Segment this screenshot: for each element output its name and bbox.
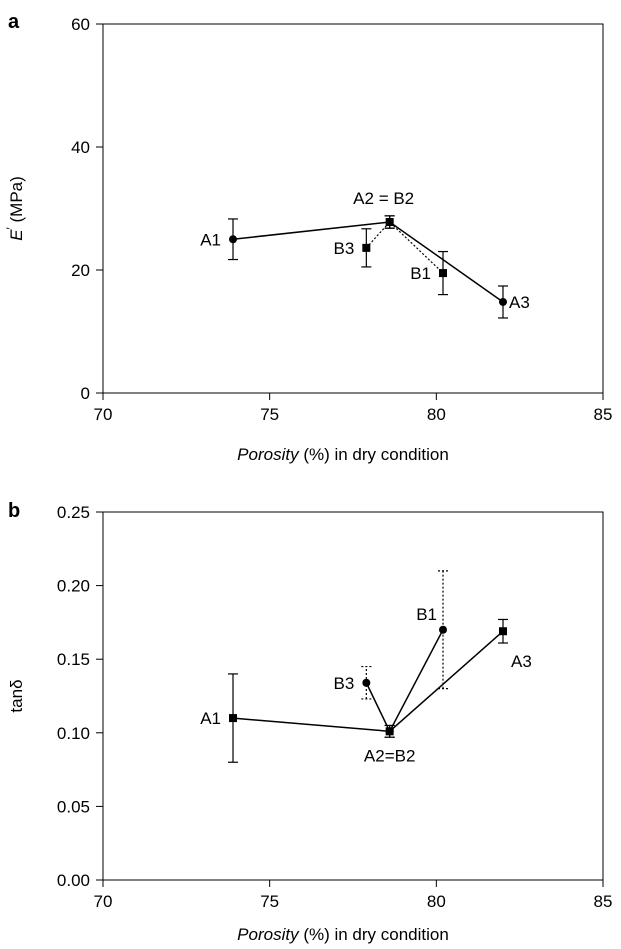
point-label: A3 [509,293,530,312]
y-tick-label: 0 [81,384,90,403]
x-tick-label: 70 [94,405,113,424]
y-tick-label: 20 [71,261,90,280]
error-bar [438,570,448,690]
data-point-square [439,269,447,278]
data-point-circle [499,297,507,306]
y-tick-label: 60 [71,15,90,34]
point-label: A3 [511,652,532,671]
x-tick-label: 85 [594,405,613,424]
y-tick-label: 0.15 [57,650,90,669]
x-tick-label: 85 [594,892,613,911]
point-label: B1 [410,264,431,283]
point-label: A1 [200,230,221,249]
point-label: B3 [334,239,355,258]
chart-panel-a: a 70 75 80 85 0 20 40 60 Porosity (%) in dry cond… [4,11,612,464]
point-label: B1 [416,605,437,624]
x-axis-label: Porosity (%) in dry condition [237,445,449,464]
data-point-square [499,627,507,636]
chart-panel-b: b 70 75 80 85 0.00 0.05 0.10 0.15 0.20 0.25 Porosit… [7,500,612,944]
panel-letter: b [8,500,20,522]
panel-letter: a [8,11,20,33]
y-tick-label: 0.10 [57,724,90,743]
x-tick-label: 80 [427,405,446,424]
y-axis-label: E′ (MPa) [4,176,26,241]
data-point-circle [229,235,237,244]
x-tick-label: 70 [94,892,113,911]
data-point-circle [362,678,371,687]
point-label: B3 [334,674,355,693]
series-line-2 [365,629,444,733]
data-point-circle [439,625,447,634]
data-point-square [362,243,371,252]
y-tick-label: 40 [71,138,90,157]
series-line-1 [232,221,504,303]
x-tick-label: 75 [260,405,279,424]
data-point-circle [385,727,394,736]
data-point-square [385,218,394,227]
point-label: A2=B2 [364,746,416,765]
plot-frame [102,23,604,394]
y-tick-label: 0.25 [57,503,90,522]
data-point-square [229,714,237,723]
y-axis-label: tanδ [7,679,26,712]
point-label: A2 = B2 [353,189,414,208]
point-label: A1 [200,709,221,728]
x-tick-label: 80 [427,892,446,911]
y-tick-label: 0.20 [57,577,90,596]
x-axis-label: Porosity (%) in dry condition [237,925,449,944]
y-tick-label: 0.05 [57,797,90,816]
x-tick-label: 75 [260,892,279,911]
y-tick-label: 0.00 [57,871,90,890]
series-line-2 [365,221,444,274]
plot-frame [102,511,604,881]
